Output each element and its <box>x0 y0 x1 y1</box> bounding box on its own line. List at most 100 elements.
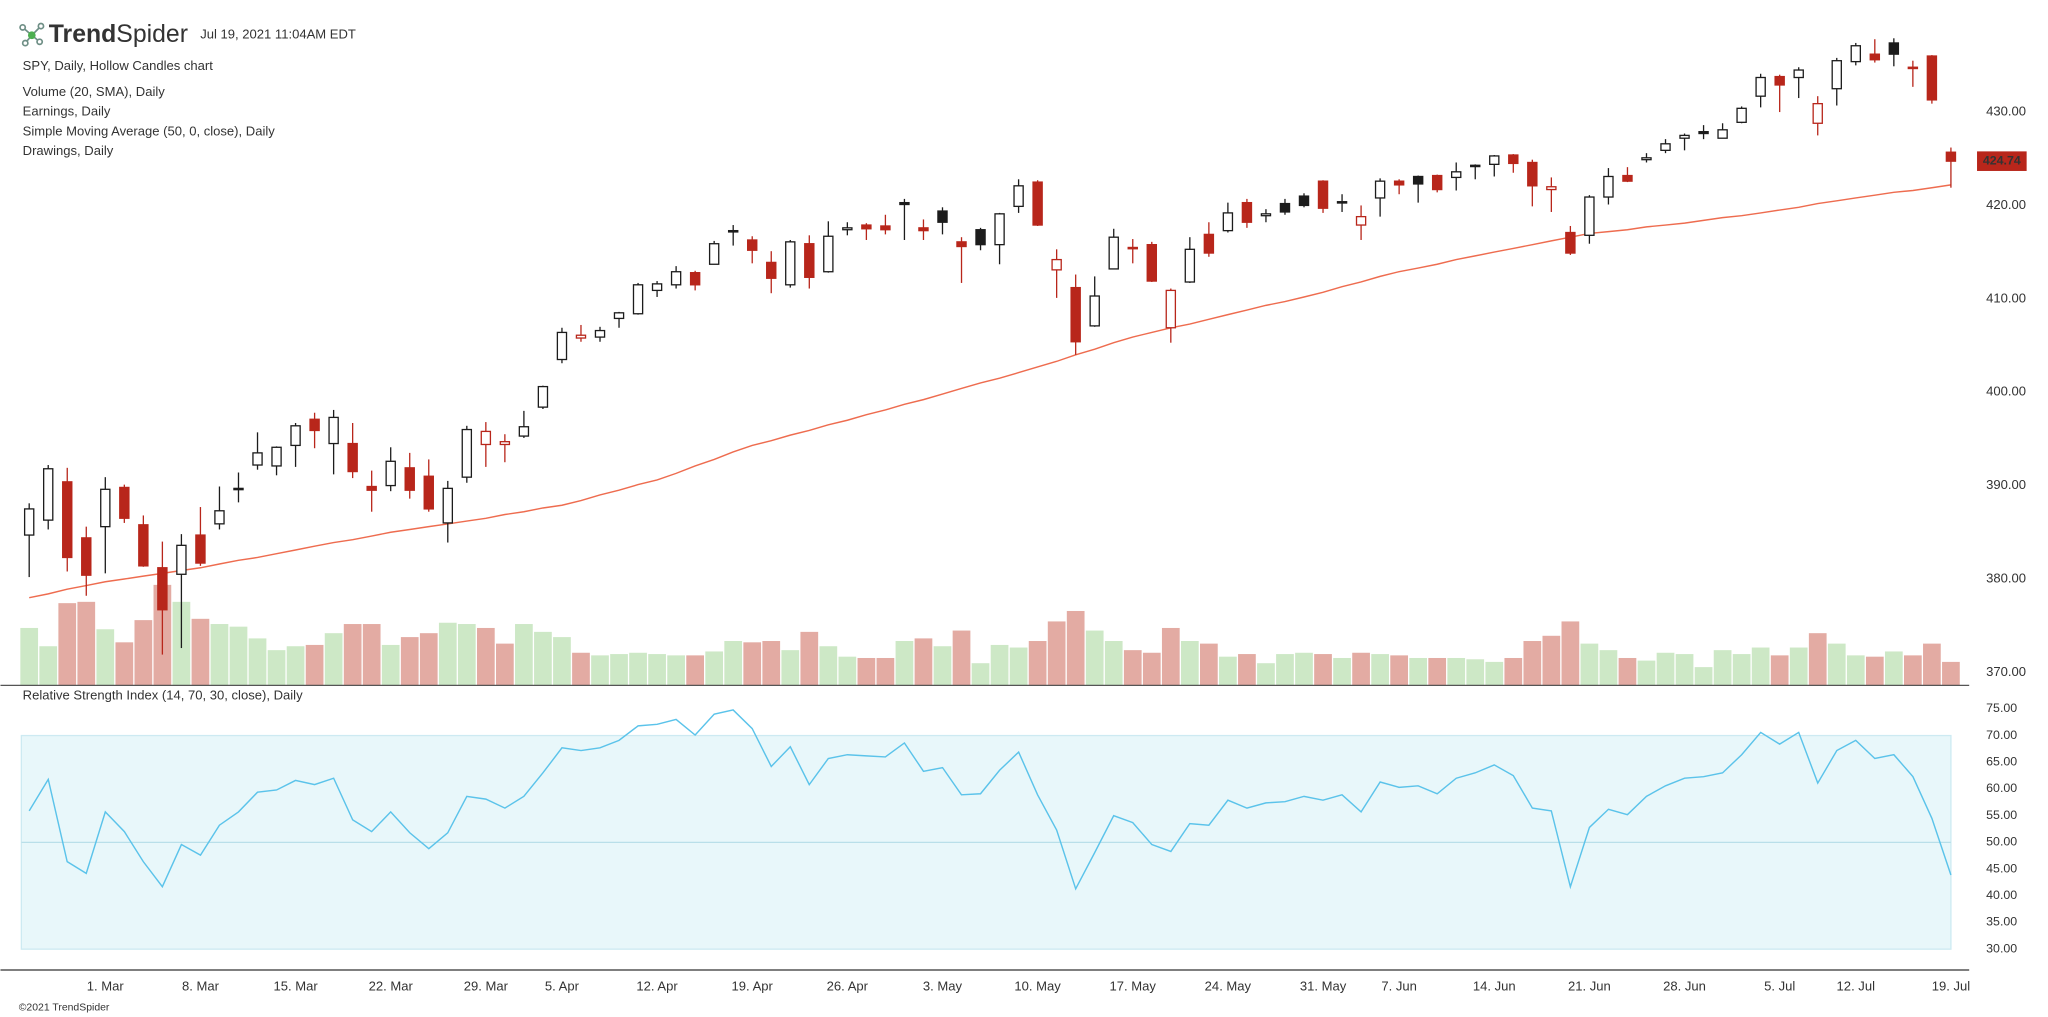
volume-bar <box>1923 643 1941 686</box>
volume-bar <box>819 646 838 686</box>
candle-body <box>1622 174 1633 182</box>
volume-bar <box>419 633 438 686</box>
volume-bar <box>20 627 39 686</box>
candle-body <box>499 441 511 446</box>
candle-body <box>937 210 948 223</box>
x-tick-label: 28. Jun <box>1663 978 1706 993</box>
last-price-label: 424.74 <box>1983 153 2021 167</box>
volume-bar <box>515 624 533 686</box>
candle-body <box>42 468 54 521</box>
candle-body <box>366 485 377 491</box>
candle-body <box>138 524 149 567</box>
y-tick-label: 65.00 <box>1986 755 2017 769</box>
volume-bar <box>857 657 876 686</box>
x-tick-label: 8. Mar <box>182 978 220 993</box>
candle-body <box>1374 180 1386 199</box>
volume-bar <box>1618 657 1637 686</box>
candle-body <box>1489 155 1500 165</box>
volume-bar <box>1827 643 1846 686</box>
candle-body <box>1203 233 1215 254</box>
y-tick-label: 400.00 <box>1986 384 2026 399</box>
candle-body <box>1584 196 1595 236</box>
candle-body <box>785 241 796 286</box>
panel-background <box>20 734 1952 950</box>
candle-body <box>1450 171 1462 179</box>
candle-body <box>1907 66 1919 70</box>
candle-body <box>157 567 168 611</box>
candle-body <box>214 510 225 525</box>
candle-body <box>1793 69 1804 79</box>
candle-body <box>1013 185 1024 208</box>
label-layer: SPY, Daily, Hollow Candles chart 370.00 38… <box>0 58 2027 993</box>
rsi-line <box>28 709 1952 891</box>
candle-body <box>1317 180 1329 209</box>
candle-body <box>1508 154 1519 165</box>
candle-body <box>651 283 663 292</box>
candle-body <box>1679 134 1690 139</box>
candle-body <box>1774 75 1785 86</box>
volume-bar <box>1694 667 1713 686</box>
candle-body <box>290 425 301 447</box>
candle-body <box>575 334 587 339</box>
volume-bar <box>1466 659 1485 686</box>
candle-body <box>594 329 606 338</box>
candle-body <box>1260 213 1272 217</box>
volume-bar <box>1219 656 1237 686</box>
x-tick-label: 17. May <box>1110 978 1157 993</box>
y-tick-label: 55.00 <box>1986 808 2017 822</box>
volume-bar <box>591 655 609 686</box>
candle-body <box>23 508 35 536</box>
volume-bar <box>1200 643 1218 686</box>
candle-body <box>1051 258 1062 271</box>
volume-bar <box>400 637 419 686</box>
volume-bar <box>990 644 1009 686</box>
candle-body <box>119 486 130 519</box>
volume-bar <box>1047 621 1066 686</box>
candle-body <box>994 213 1005 246</box>
volume-bar <box>1104 641 1123 686</box>
candle-body <box>1184 248 1196 283</box>
candle-body <box>1470 164 1481 168</box>
brand-bold: Trend <box>49 21 117 48</box>
volume-bar <box>762 641 781 686</box>
y-tick-label: 70.00 <box>1986 728 2017 742</box>
volume-bar <box>667 655 685 686</box>
brand-light: Spider <box>116 21 188 48</box>
candle-body <box>1755 76 1766 97</box>
volume-bar <box>1295 652 1313 686</box>
candle-body <box>823 235 834 273</box>
x-tick-label: 24. May <box>1205 978 1252 993</box>
volume-bar <box>743 642 762 686</box>
candle-body <box>81 537 92 576</box>
volume-bar <box>705 651 724 686</box>
candle-body <box>727 229 739 233</box>
candle-body <box>804 243 815 278</box>
x-tick-label: 22. Mar <box>369 978 414 993</box>
candle-layer <box>23 38 1957 655</box>
volume-bar <box>1751 647 1770 686</box>
candle-body <box>1546 186 1557 191</box>
candle-body <box>518 426 530 437</box>
logo-icon <box>19 22 45 47</box>
volume-bar <box>1009 647 1028 686</box>
volume-bar <box>1333 657 1351 686</box>
candle-body <box>1108 236 1119 270</box>
volume-bar <box>1942 661 1960 686</box>
x-tick-label: 3. May <box>923 978 963 993</box>
candle-body <box>689 272 701 286</box>
x-tick-label: 12. Jul <box>1837 978 1876 993</box>
candle-body <box>1146 243 1158 282</box>
candle-body <box>1127 246 1138 250</box>
volume-bar <box>1352 652 1370 686</box>
y-tick-label: 380.00 <box>1986 570 2026 585</box>
candle-body <box>537 385 549 408</box>
candle-body <box>1355 215 1367 226</box>
volume-bar <box>1675 654 1694 686</box>
candle-body <box>766 261 777 279</box>
brand: TrendSpider <box>49 21 188 48</box>
candle-body <box>442 487 454 524</box>
volume-bar <box>1561 621 1580 686</box>
candle-body <box>1336 201 1348 204</box>
volume-bar <box>381 644 400 686</box>
candle-body <box>1888 42 1900 55</box>
